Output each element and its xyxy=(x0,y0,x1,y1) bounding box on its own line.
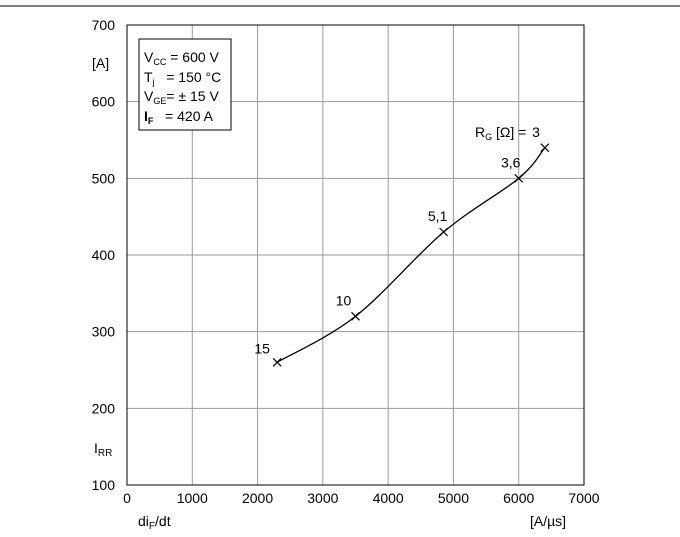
condition-if: IF = 420 A xyxy=(144,108,214,126)
plot-frame xyxy=(126,24,585,486)
tick-labels: 0 1000 2000 3000 4000 5000 6000 7000 100 200 300 40… xyxy=(92,17,600,506)
y-tick-label: 200 xyxy=(92,400,116,416)
data-point-marker xyxy=(272,357,282,367)
data-point-marker xyxy=(439,227,449,237)
x-tick-label: 2000 xyxy=(242,490,273,506)
data-point-marker xyxy=(351,311,360,321)
data-point-label: 3,6 xyxy=(501,154,521,170)
rg-series-label: RG [Ω] = xyxy=(475,124,526,142)
y-tick-label: 600 xyxy=(92,94,116,110)
x-unit: [A/µs] xyxy=(530,513,566,529)
x-tick-label: 4000 xyxy=(373,490,404,506)
conditions-box: VCC = 600 V Tj = 150 °C VGE= ± 15 V IF =… xyxy=(138,38,232,131)
y-unit: [A] xyxy=(92,55,109,71)
x-tick-label: 1000 xyxy=(177,490,208,506)
condition-vcc: VCC = 600 V xyxy=(144,49,220,67)
x-tick-label: 0 xyxy=(123,490,131,506)
data-point-marker xyxy=(540,143,550,153)
y-axis-label-main: I xyxy=(94,440,98,456)
series-curve xyxy=(276,147,546,363)
data-point-label: 10 xyxy=(336,292,352,308)
y-axis-label-sub: RR xyxy=(98,448,112,459)
x-axis-label-sub: F xyxy=(149,521,155,532)
data-point-label: 3 xyxy=(532,124,540,140)
point-labels: 15 10 5,1 3,6 3 xyxy=(254,124,540,356)
x-tick-label: 6000 xyxy=(503,490,534,506)
data-point-label: 5,1 xyxy=(428,208,448,224)
conditions-frame xyxy=(138,38,232,131)
y-tick-label: 100 xyxy=(92,477,116,493)
y-tick-label: 700 xyxy=(92,17,116,33)
condition-vge: VGE= ± 15 V xyxy=(144,88,219,106)
x-tick-label: 3000 xyxy=(307,490,338,506)
data-markers xyxy=(272,143,550,367)
condition-tj: Tj = 150 °C xyxy=(144,69,221,87)
x-tick-label: 5000 xyxy=(438,490,469,506)
x-tick-label: 7000 xyxy=(568,490,599,506)
y-tick-label: 300 xyxy=(92,324,116,340)
data-point-marker xyxy=(514,173,524,183)
y-axis-label: IRR xyxy=(94,440,112,459)
y-tick-label: 500 xyxy=(92,170,116,186)
series-line xyxy=(276,147,546,363)
x-axis-label-suffix: /dt xyxy=(155,513,171,529)
x-axis-label: diF/dt xyxy=(138,513,171,532)
y-tick-label: 400 xyxy=(92,247,116,263)
x-axis-label-main: di xyxy=(138,513,149,529)
data-point-label: 15 xyxy=(254,340,270,356)
